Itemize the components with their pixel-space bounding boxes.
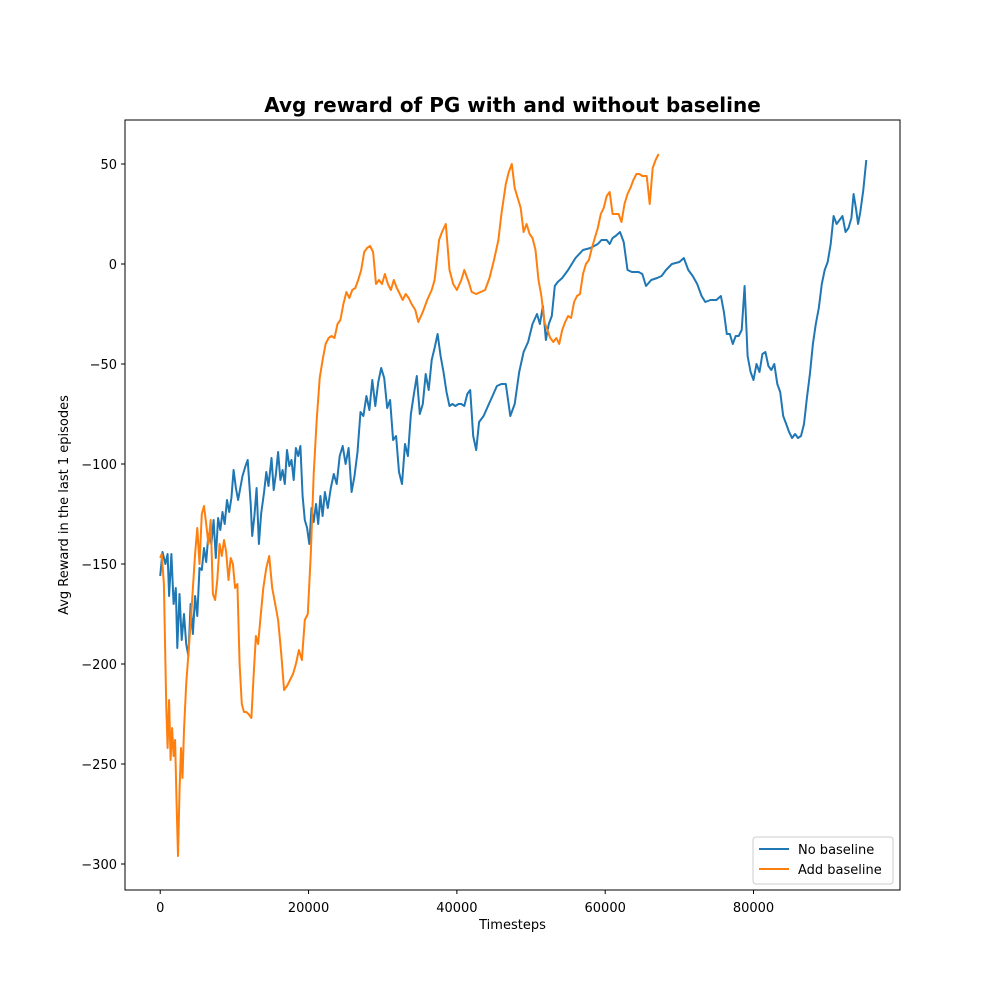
y-tick-label: −200: [81, 658, 117, 673]
series-line-add-baseline: [159, 153, 660, 857]
x-tick-label: 40000: [436, 901, 477, 916]
y-tick-label: −150: [81, 558, 117, 573]
y-tick-label: 0: [109, 258, 117, 273]
x-tick-label: 60000: [585, 901, 626, 916]
y-tick-label: −250: [81, 758, 117, 773]
x-axis: 0 20000 40000 60000 80000: [156, 890, 774, 916]
series-line-no-baseline: [159, 159, 868, 657]
x-tick-label: 0: [156, 901, 164, 916]
y-axis-label: Avg Reward in the last 1 episodes: [57, 395, 72, 615]
plot-frame: [124, 119, 901, 891]
lines-layer: [159, 153, 868, 857]
x-tick-label: 20000: [288, 901, 329, 916]
chart-title: Avg reward of PG with and without baseli…: [264, 93, 761, 117]
legend: No baseline Add baseline: [752, 836, 894, 885]
legend-label-no-baseline: No baseline: [798, 843, 874, 858]
x-axis-label: Timesteps: [478, 918, 546, 933]
legend-label-add-baseline: Add baseline: [798, 863, 882, 878]
y-axis: −300 −250 −200 −150 −100 −50 0 50: [81, 158, 125, 873]
y-tick-label: 50: [100, 158, 117, 173]
x-tick-label: 80000: [733, 901, 774, 916]
y-tick-label: −50: [90, 358, 117, 373]
y-tick-label: −300: [81, 858, 117, 873]
y-tick-label: −100: [81, 458, 117, 473]
